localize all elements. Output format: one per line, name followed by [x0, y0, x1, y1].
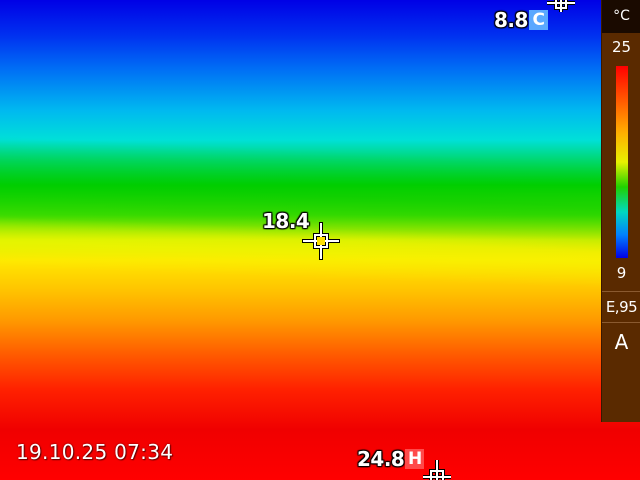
cold-spot-badge: C: [528, 10, 548, 30]
hot-spot-value: 24.8: [357, 447, 405, 471]
temperature-scale-panel: °C 25 9 E,95 A: [601, 0, 640, 422]
capture-timestamp: 19.10.25 07:34: [16, 440, 174, 464]
cold-spot-reading: 8.8 C: [494, 10, 548, 30]
hot-spot-badge: H: [405, 449, 425, 469]
emissivity-setting[interactable]: E,95: [602, 291, 640, 323]
cold-spot-value: 8.8: [494, 8, 528, 32]
hot-spot-reading: 24.8 H: [357, 447, 425, 471]
scale-min-value: 9: [616, 264, 627, 282]
cold-spot-marker-icon: [544, 0, 578, 18]
range-mode-indicator[interactable]: A: [614, 330, 629, 354]
center-spot-value: 18.4: [262, 209, 310, 233]
crosshair-icon: [302, 222, 340, 260]
scale-max-value: 25: [611, 38, 632, 56]
scale-unit-label: °C: [602, 0, 640, 33]
hot-spot-marker-icon: [420, 460, 454, 480]
color-scale-bar: [616, 66, 628, 258]
